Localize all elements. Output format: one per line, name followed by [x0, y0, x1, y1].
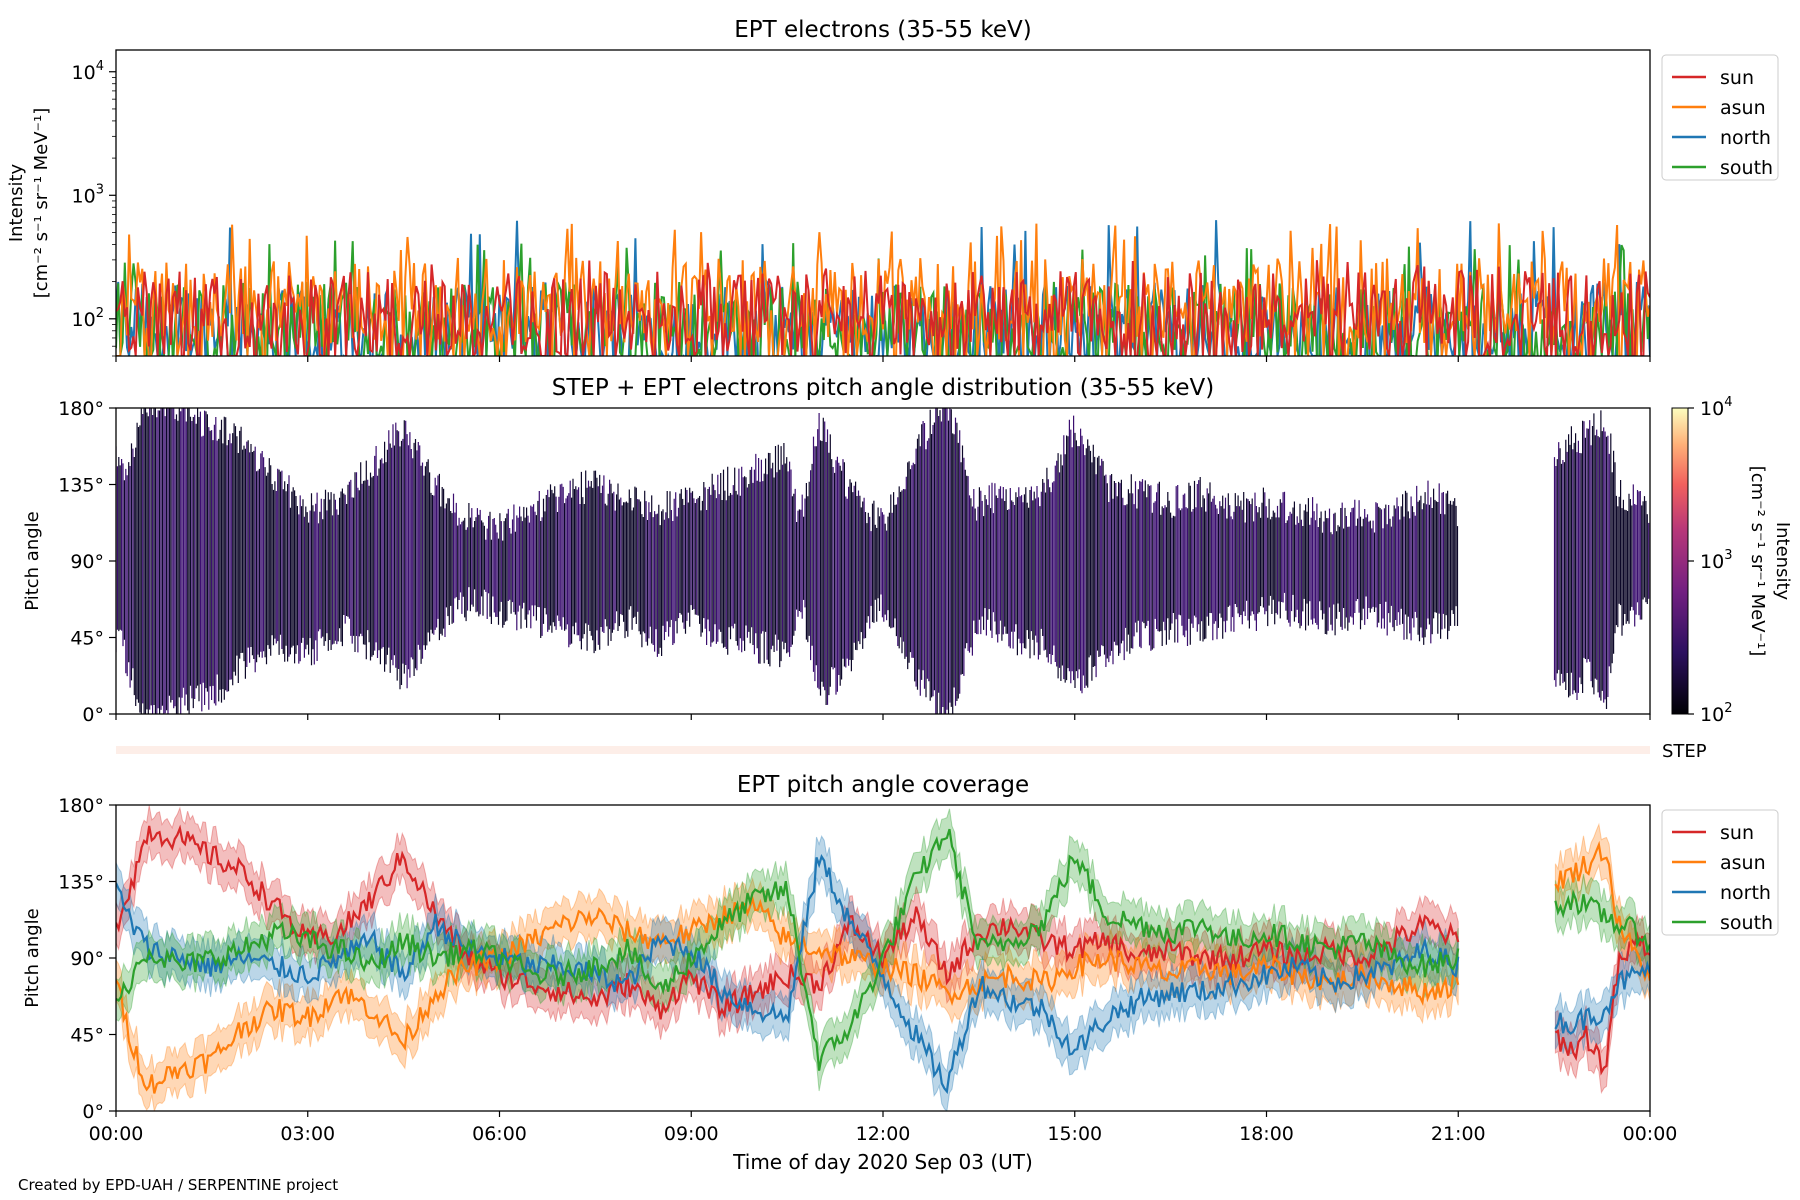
legend-label-asun: asun	[1720, 97, 1766, 119]
panel-step-strip: STEP	[116, 741, 1707, 762]
legend-label-south: south	[1720, 157, 1773, 179]
y-tick-label: 104	[72, 59, 104, 84]
series-north-line	[116, 853, 1460, 1095]
x-tick-label: 21:00	[1431, 1123, 1486, 1145]
panel-coverage-title: EPT pitch angle coverage	[737, 772, 1029, 798]
series-sun-line	[1554, 931, 1650, 1076]
legend-box	[1661, 54, 1779, 181]
legend-label-sun: sun	[1720, 67, 1754, 89]
y-tick-label: 180°	[58, 398, 104, 420]
y-tick-label: 135°	[58, 475, 104, 497]
panel-coverage-ylabel: Pitch angle	[22, 908, 43, 1007]
legend-label-sun: sun	[1720, 822, 1754, 844]
step-strip-label: STEP	[1662, 741, 1707, 762]
series-south-band	[1554, 870, 1650, 973]
legend-label-north: north	[1720, 127, 1771, 149]
series-asun-line	[1554, 840, 1650, 982]
colorbar-tick-label: 103	[1700, 548, 1732, 573]
y-tick-label: 180°	[58, 795, 104, 817]
y-tick-label: 45°	[70, 1025, 104, 1047]
colorbar-label-line2: [cm⁻² s⁻¹ sr⁻¹ MeV⁻¹]	[1747, 466, 1768, 657]
panel-coverage-legend: sun asun north south	[1661, 809, 1779, 936]
y-tick-label: 0°	[82, 1101, 104, 1123]
y-tick-label: 102	[72, 306, 104, 331]
credit-text: Created by EPD-UAH / SERPENTINE project	[18, 1176, 339, 1194]
panel-coverage-marks	[116, 805, 1650, 1111]
x-tick-label: 15:00	[1047, 1123, 1102, 1145]
colorbar-tick-label: 104	[1700, 395, 1732, 420]
x-tick-label: 09:00	[664, 1123, 719, 1145]
y-tick-label: 103	[72, 182, 104, 207]
panel-intensity-title: EPT electrons (35-55 keV)	[734, 17, 1031, 43]
series-asun-line	[116, 223, 1650, 356]
legend-label-south: south	[1720, 912, 1773, 934]
colorbar: 102 103 104 Intensity [cm⁻² s⁻¹ sr⁻¹ MeV⁻¹…	[1671, 395, 1793, 726]
panel-pad-xticks	[115, 714, 1651, 720]
x-tick-label: 18:00	[1239, 1123, 1294, 1145]
y-tick-label: 135°	[58, 872, 104, 894]
x-tick-label: 00:00	[1623, 1123, 1678, 1145]
legend-box	[1661, 809, 1779, 936]
panel-intensity-ylabel-line1: Intensity	[6, 163, 27, 242]
panel-intensity-yticks: 102 103 104	[72, 59, 116, 357]
y-tick-label: 0°	[82, 704, 104, 726]
panel-pad-marks	[116, 408, 1650, 714]
panel-pa-coverage: EPT pitch angle coverage 0° 45° 90° 135° 180…	[22, 772, 1779, 1145]
series-south-line	[1554, 888, 1650, 955]
colorbar-label: Intensity [cm⁻² s⁻¹ sr⁻¹ MeV⁻¹]	[1747, 466, 1793, 657]
colorbar-ticks: 102 103 104	[1688, 395, 1732, 726]
legend-label-north: north	[1720, 882, 1771, 904]
y-tick-label: 45°	[70, 628, 104, 650]
series-asun-band	[116, 877, 1459, 1111]
panel-coverage-xticks: 00:00 03:00 06:00 09:00 12:00 15:00 18:00 21:00…	[89, 1111, 1678, 1145]
series-north-line	[116, 220, 1650, 356]
legend-label-asun: asun	[1720, 852, 1766, 874]
panel-intensity-ylabel: Intensity [cm⁻² s⁻¹ sr⁻¹ MeV⁻¹]	[6, 108, 52, 299]
x-tick-label: 06:00	[472, 1123, 527, 1145]
x-tick-label: 00:00	[89, 1123, 144, 1145]
colorbar-tick-label: 102	[1700, 701, 1732, 726]
series-asun-line	[116, 895, 1460, 1094]
series-north-band	[1554, 942, 1650, 1055]
panel-intensity: EPT electrons (35-55 keV) 102 103 104 Inte…	[6, 17, 1779, 362]
series-sun-line	[116, 260, 1650, 356]
series-sun-line	[116, 824, 1460, 1021]
colorbar-gradient	[1671, 407, 1689, 715]
colorbar-label-line1: Intensity	[1772, 522, 1793, 601]
panel-pad-ylabel: Pitch angle	[22, 511, 43, 610]
x-tick-label: 03:00	[280, 1123, 335, 1145]
x-axis-label: Time of day 2020 Sep 03 (UT)	[732, 1150, 1033, 1174]
y-tick-label: 90°	[70, 551, 104, 573]
series-south-line	[116, 828, 1460, 1071]
panel-coverage-yticks: 0° 45° 90° 135° 180°	[58, 795, 116, 1123]
panel-intensity-marks	[116, 220, 1650, 356]
series-north-line	[1554, 960, 1650, 1035]
y-tick-label: 90°	[70, 948, 104, 970]
step-strip-bar	[116, 746, 1650, 754]
panel-intensity-xticks	[115, 356, 1651, 362]
panel-pad-title: STEP + EPT electrons pitch angle distrib…	[552, 375, 1214, 401]
series-north-band	[116, 835, 1459, 1111]
panel-pad-heatmap: STEP + EPT electrons pitch angle distrib…	[22, 375, 1793, 726]
panel-pad-yticks: 0° 45° 90° 135° 180°	[58, 398, 116, 726]
panel-intensity-ylabel-line2: [cm⁻² s⁻¹ sr⁻¹ MeV⁻¹]	[31, 108, 52, 299]
panel-intensity-legend: sun asun north south	[1661, 54, 1779, 181]
x-tick-label: 12:00	[856, 1123, 911, 1145]
